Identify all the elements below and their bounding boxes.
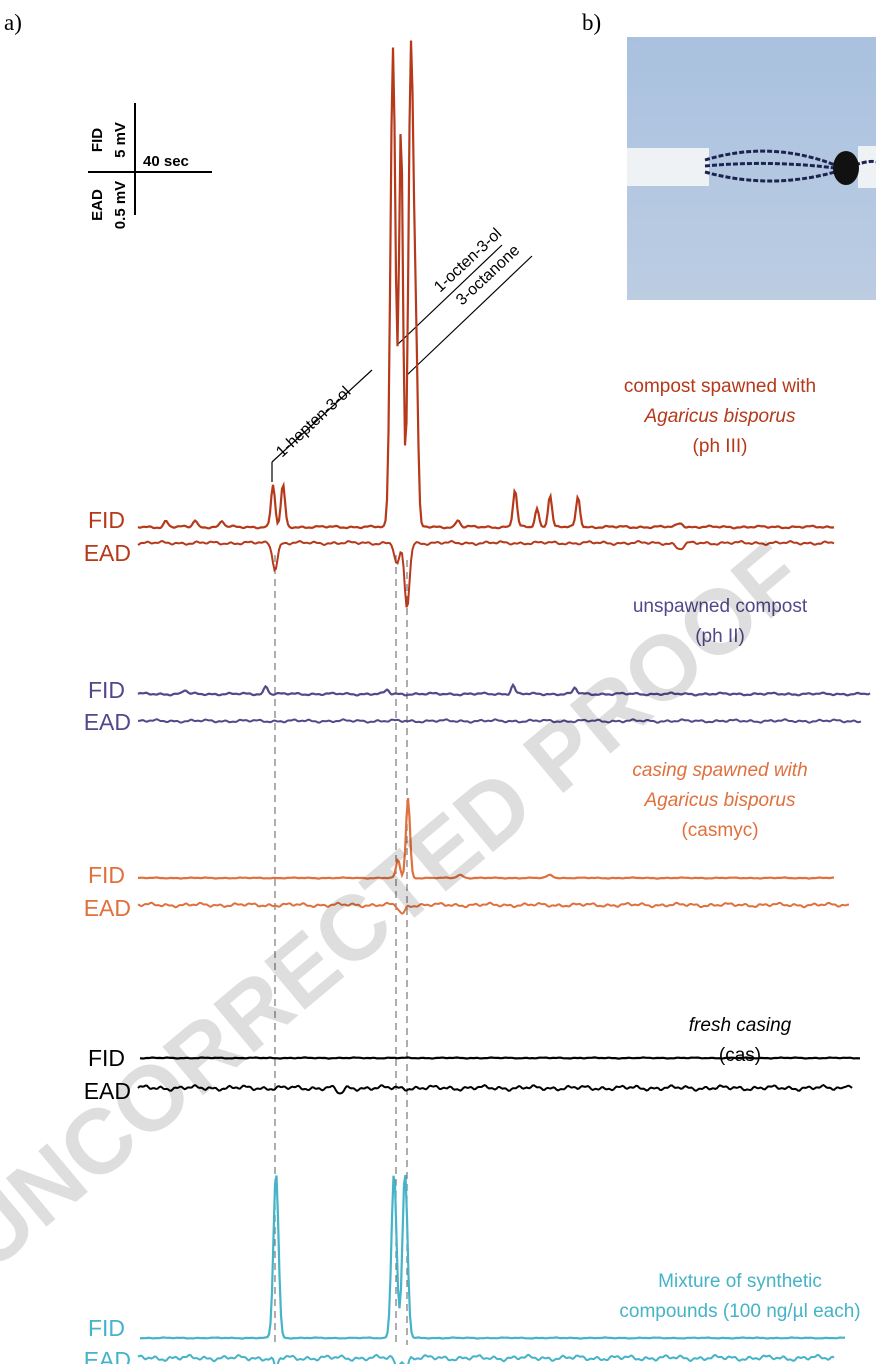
scale-label: EAD <box>89 189 106 221</box>
scale-bar <box>88 103 212 215</box>
ead-label: EAD <box>84 1347 131 1364</box>
panel-label: b) <box>582 10 601 35</box>
ead-trace <box>137 539 835 608</box>
annotation-line <box>271 244 533 482</box>
fid-trace <box>139 1174 846 1340</box>
fid-label: FID <box>88 862 125 888</box>
sample-title: casing spawned with <box>632 760 807 781</box>
ead-label: EAD <box>84 709 131 735</box>
sample-title: compounds (100 ng/µl each) <box>619 1301 860 1322</box>
ead-label: EAD <box>84 540 131 566</box>
fid-trace <box>137 682 871 697</box>
scale-label: FID <box>89 128 106 152</box>
traces <box>137 40 871 1364</box>
compound-label: 1-hepten-3-ol <box>273 384 354 461</box>
sample-labels: FID EAD compost spawned with Agaricus bispo… <box>84 376 861 1364</box>
sample-title: (ph III) <box>693 436 748 457</box>
photo <box>627 37 876 300</box>
sample-title: Agaricus bisporus <box>643 790 796 811</box>
fid-label: FID <box>88 677 125 703</box>
ead-label: EAD <box>84 1078 131 1104</box>
scale-label: 5 mV <box>112 122 129 158</box>
sample-title: unspawned compost <box>633 596 808 617</box>
ead-trace <box>137 1353 835 1364</box>
fid-trace <box>139 1056 861 1060</box>
fid-trace <box>138 798 835 880</box>
sample-title: (ph II) <box>695 626 745 647</box>
panel-label: a) <box>4 10 22 35</box>
fid-trace <box>137 40 835 530</box>
sample-title: compost spawned with <box>624 376 816 397</box>
ead-trace <box>137 718 862 724</box>
sample-title: (cas) <box>719 1045 761 1066</box>
ead-trace <box>137 1083 853 1095</box>
fid-label: FID <box>88 1315 125 1341</box>
sample-title: Mixture of synthetic <box>658 1271 822 1292</box>
ead-label: EAD <box>84 895 131 921</box>
scale-label: 40 sec <box>143 153 189 170</box>
ead-trace <box>137 901 850 915</box>
fid-label: FID <box>88 507 125 533</box>
sample-title: fresh casing <box>689 1015 792 1036</box>
fid-label: FID <box>88 1045 125 1071</box>
sample-title: Agaricus bisporus <box>643 406 796 427</box>
scale-label: 0.5 mV <box>112 181 129 229</box>
sample-title: (casmyc) <box>681 820 758 841</box>
